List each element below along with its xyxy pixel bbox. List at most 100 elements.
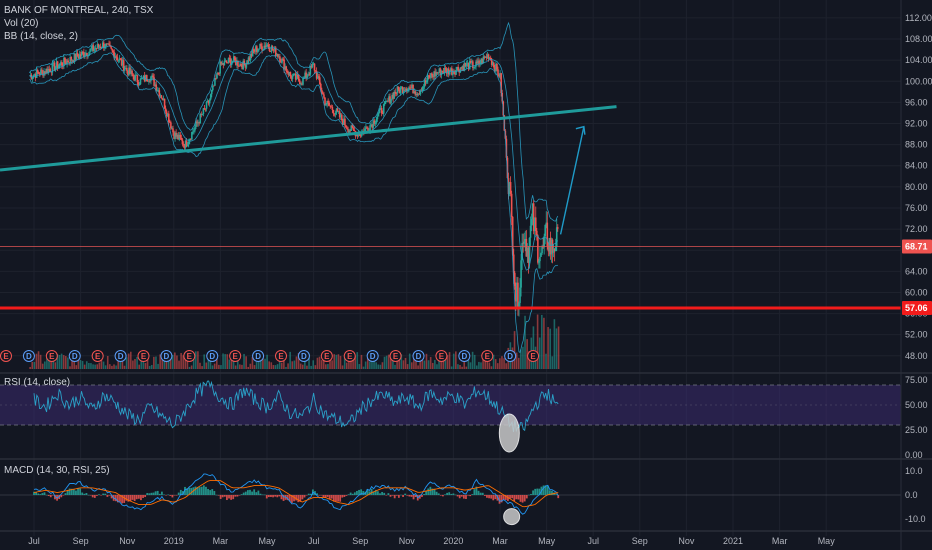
dividend-marker[interactable] [458,350,471,362]
macd-histogram-bar [532,490,534,495]
candle-body [118,58,121,60]
candle-body [31,77,34,79]
candle-body [142,75,145,79]
price-candles [29,40,559,317]
macd-legend[interactable]: MACD (14, 30, RSI, 25) [4,465,110,476]
macd-histogram-bar [96,495,98,496]
macd-histogram-bar [297,495,300,503]
dividend-marker[interactable] [504,350,517,362]
earnings-marker[interactable] [435,350,448,362]
candle-body [67,60,69,63]
candle-body [330,106,333,108]
dividend-marker[interactable] [297,350,310,362]
earnings-marker[interactable] [91,350,104,362]
macd-histogram-bar [488,495,490,499]
earnings-marker[interactable] [481,350,494,362]
candle-body [421,87,424,92]
earnings-marker[interactable] [389,350,402,362]
candle-body [483,56,486,58]
volume-bar [526,339,528,369]
macd-histogram-bar [410,495,413,497]
volume-bar [52,358,55,369]
macd-histogram-bar [121,495,123,504]
candle-body [191,132,193,140]
macd-histogram-bar [194,486,197,495]
dividend-marker[interactable] [206,350,219,362]
candle-body [342,120,344,125]
dividend-marker[interactable] [22,350,35,362]
macd-histogram-bar [387,493,390,495]
symbol-legend[interactable]: BANK OF MONTREAL, 240, TSX [4,5,154,16]
candle-body [186,144,189,147]
grid-lines [0,0,901,536]
earnings-marker[interactable] [45,350,58,362]
time-scale[interactable]: Jul Sep Nov 2019 Mar May Jul Sep Nov 2020 Mar May Ju… [28,536,835,546]
candle-body [345,125,347,128]
volume-bar [274,365,277,369]
volume-bar [184,355,187,369]
macd-histogram-bar [51,495,54,496]
volume-bar [92,364,94,369]
dividend-marker[interactable] [366,350,379,362]
earnings-marker[interactable] [137,350,150,362]
candle-body [369,125,371,131]
candle-body [277,54,279,57]
candle-body [529,225,532,238]
earnings-marker[interactable] [183,350,196,362]
volume-bar [327,364,329,369]
earnings-marker[interactable] [527,350,540,362]
candle-body [541,246,543,254]
candle-body [413,91,415,94]
macd-histogram-bar [85,493,88,495]
bollinger-legend[interactable]: BB (14, close, 2) [4,31,78,42]
candle-body [457,66,459,71]
bollinger-upper-band [28,21,559,222]
candle-body [208,99,211,104]
volume-bar [522,346,524,369]
macd-histogram-bar [146,493,149,495]
earnings-marker[interactable] [275,350,287,362]
dividend-marker[interactable] [68,350,81,362]
earnings-marker[interactable] [0,350,12,362]
earnings-marker[interactable] [229,350,242,362]
candle-body [464,62,467,67]
macd-histogram-bar [523,495,526,502]
dividend-marker[interactable] [412,350,425,362]
candle-body [236,60,238,66]
price-scale[interactable]: 112.00 108.00 104.00 100.00 96.00 92.00 88.00 8… [902,13,932,524]
volume-bar [155,356,157,369]
candle-body [42,70,44,76]
volume-bar [278,360,281,369]
earnings-marker[interactable] [320,350,333,362]
volume-bar [144,363,147,369]
dividend-marker[interactable] [252,350,265,362]
candle-body [284,66,286,70]
candle-body [185,140,188,147]
candle-body [378,108,381,113]
candle-body [471,61,473,63]
volume-bar [104,365,107,369]
volume-bar [56,354,59,369]
volume-bar [503,358,505,369]
rsi-tick-label: 50.00 [905,400,928,410]
macd-histogram-bar [58,495,61,500]
volume-bar [501,356,503,369]
candle-body [170,122,172,129]
chart-drawings[interactable] [0,105,901,310]
volume-bar [478,361,480,369]
dividend-marker[interactable] [114,350,127,362]
macd-histogram-bar [60,495,63,498]
rsi-legend[interactable]: RSI (14, close) [4,377,71,388]
candle-body [72,60,75,63]
earnings-marker[interactable] [343,350,356,362]
candle-body [138,84,141,86]
macd-histogram-bar [467,495,469,496]
dividend-marker[interactable] [160,350,173,362]
event-marker-label: D [461,352,467,361]
volume-legend[interactable]: Vol (20) [4,18,39,29]
candle-body [495,64,497,72]
candle-body [532,203,535,232]
macd-histogram-bar [345,495,348,496]
